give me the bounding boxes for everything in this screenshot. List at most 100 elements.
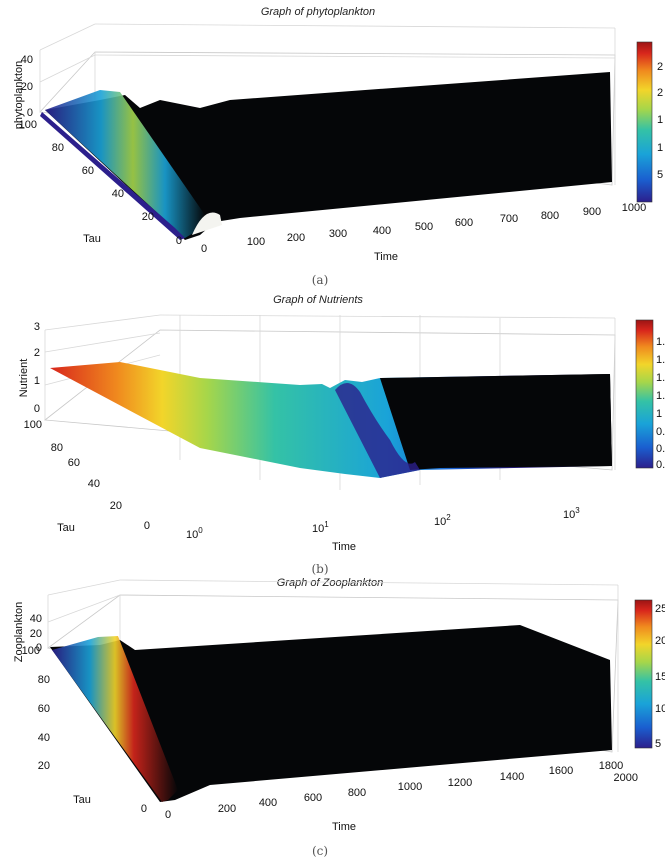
panel-b-ytick: 20 bbox=[110, 500, 122, 512]
panel-b-xaxis: 100 101 102 103 Time bbox=[186, 506, 580, 553]
panel-c-caption: (c) bbox=[312, 844, 328, 858]
panel-c-xtick: 0 bbox=[165, 809, 171, 821]
panel-a-ztick: 20 bbox=[21, 81, 33, 93]
panel-c-xaxis: 0 200 400 600 800 1000 1200 1400 1600 18… bbox=[165, 760, 638, 833]
panel-a-ztick: 40 bbox=[21, 54, 33, 66]
panel-c-ztick: 20 bbox=[30, 628, 42, 640]
panel-a-surface bbox=[40, 72, 612, 240]
panel-a-xtick: 600 bbox=[455, 217, 473, 229]
panel-b-ytick: 40 bbox=[88, 478, 100, 490]
panel-a-xtick: 100 bbox=[247, 236, 265, 248]
panel-b-zlabel: Nutrient bbox=[18, 359, 30, 398]
panel-c-ztick: 0 bbox=[36, 642, 42, 654]
panel-a-ytick: 100 bbox=[19, 119, 37, 131]
panel-c-xtick: 1600 bbox=[549, 765, 573, 777]
panel-c-cbtick: 10 bbox=[655, 703, 665, 715]
panel-c-ytick: 20 bbox=[38, 760, 50, 772]
panel-b-surface bbox=[50, 362, 612, 478]
panel-a-title: Graph of phytoplankton bbox=[261, 6, 375, 18]
panel-b-ytick: 100 bbox=[24, 419, 42, 431]
panel-c-xtick: 1200 bbox=[448, 777, 472, 789]
panel-a-xtick: 200 bbox=[287, 232, 305, 244]
panel-a-ylabel: Tau bbox=[83, 233, 101, 245]
panel-c-cbtick: 25 bbox=[655, 603, 665, 615]
panel-b-ztick: 0 bbox=[34, 403, 40, 415]
panel-a-xtick: 0 bbox=[201, 243, 207, 255]
panel-b-xtick: 100 bbox=[186, 526, 203, 541]
panel-b-cbtick: 0. bbox=[656, 426, 665, 438]
panel-a-cbtick: 1 bbox=[657, 114, 663, 126]
panel-a-xtick: 400 bbox=[373, 225, 391, 237]
panel-c-xlabel: Time bbox=[332, 821, 356, 833]
panel-b-xtick: 101 bbox=[312, 520, 329, 535]
panel-c-ylabel: Tau bbox=[73, 794, 91, 806]
panel-a-ytick: 80 bbox=[52, 142, 64, 154]
panel-a-zaxis: 40 20 0 phytoplankton bbox=[13, 54, 33, 129]
panel-c-xtick: 1800 bbox=[599, 760, 623, 772]
panel-a-ytick: 0 bbox=[176, 235, 182, 247]
panel-b-cbtick: 1. bbox=[656, 372, 665, 384]
panel-c-xtick: 1400 bbox=[500, 771, 524, 783]
panel-a-colorbar: 2 2 1 1 5 bbox=[636, 41, 663, 203]
panel-c-zlabel: Zooplankton bbox=[13, 602, 25, 663]
panel-a-baseline bbox=[40, 112, 185, 240]
panel-c-ytick: 60 bbox=[38, 703, 50, 715]
panel-c-surface-main bbox=[50, 625, 612, 802]
panel-a-zlabel: phytoplankton bbox=[13, 61, 25, 130]
panel-c-title: Graph of Zooplankton bbox=[277, 577, 383, 589]
panel-c-colorbar-bar bbox=[634, 599, 653, 749]
panel-a-caption: (a) bbox=[312, 273, 329, 287]
panel-a-yaxis: 100 80 60 40 20 0 Tau bbox=[19, 119, 182, 247]
panel-a-ytick: 60 bbox=[82, 165, 94, 177]
panel-c: Graph of Zooplankton 40 20 0 Zooplankton… bbox=[13, 577, 665, 858]
panel-c-xtick: 600 bbox=[304, 792, 322, 804]
panel-c-ytick: 0 bbox=[141, 803, 147, 815]
panel-c-zaxis: 40 20 0 Zooplankton bbox=[13, 602, 42, 663]
panel-a-cbtick: 2 bbox=[657, 87, 663, 99]
panel-b-xlabel: Time bbox=[332, 541, 356, 553]
panel-b-ridge bbox=[335, 382, 420, 478]
panel-a-xtick: 1000 bbox=[622, 202, 646, 214]
panel-b-cbtick: 0. bbox=[656, 459, 665, 471]
panel-b-ztick: 3 bbox=[34, 321, 40, 333]
panel-b-cbtick: 1. bbox=[656, 336, 665, 348]
panel-c-ztick: 40 bbox=[30, 613, 42, 625]
panel-a-xtick: 700 bbox=[500, 213, 518, 225]
panel-c-cbtick: 20 bbox=[655, 635, 665, 647]
panel-b-zaxis: 3 2 1 0 Nutrient bbox=[18, 321, 40, 415]
panel-a: Graph of phytoplankton 40 20 0 phytoplan… bbox=[13, 6, 663, 287]
panel-b-ytick: 0 bbox=[144, 520, 150, 532]
panel-c-ytick: 100 bbox=[22, 645, 40, 657]
panel-b-ztick: 1 bbox=[34, 375, 40, 387]
panel-b-xtick: 103 bbox=[563, 506, 580, 521]
panel-a-xlabel: Time bbox=[374, 251, 398, 263]
panel-a-ridge bbox=[45, 90, 205, 238]
panel-a-xtick: 300 bbox=[329, 228, 347, 240]
panel-c-ridge bbox=[52, 636, 178, 802]
panel-a-ztick: 0 bbox=[27, 107, 33, 119]
panel-a-cbtick: 2 bbox=[657, 61, 663, 73]
panel-c-yaxis: 100 80 60 40 20 0 Tau bbox=[22, 645, 147, 815]
panel-b-xtick: 102 bbox=[434, 513, 451, 528]
panel-b-caption: (b) bbox=[311, 562, 328, 576]
panel-c-xtick: 200 bbox=[218, 803, 236, 815]
panel-b-ztick: 2 bbox=[34, 347, 40, 359]
panel-c-xtick: 1000 bbox=[398, 781, 422, 793]
panel-c-ytick: 80 bbox=[38, 674, 50, 686]
panel-b-ylabel: Tau bbox=[57, 522, 75, 534]
panel-c-colorbar: 25 20 15 10 5 bbox=[634, 599, 665, 750]
panel-b-colorbar-bar bbox=[635, 319, 654, 469]
panel-b-title: Graph of Nutrients bbox=[273, 294, 363, 306]
panel-a-xtick: 900 bbox=[583, 206, 601, 218]
panel-b-cbtick: 0. bbox=[656, 443, 665, 455]
panel-b-ytick: 80 bbox=[51, 442, 63, 454]
panel-c-cbtick: 5 bbox=[655, 738, 661, 750]
panel-b: Graph of Nutrients 3 2 1 0 Nutrient bbox=[18, 294, 665, 576]
panel-a-cbtick: 5 bbox=[657, 169, 663, 181]
panel-c-xtick: 2000 bbox=[614, 772, 638, 784]
panel-c-surface bbox=[50, 625, 612, 802]
panel-b-cbtick: 1 bbox=[656, 408, 662, 420]
panel-b-surface-dark bbox=[380, 374, 612, 470]
panel-c-xtick: 400 bbox=[259, 797, 277, 809]
panel-b-cbtick: 1. bbox=[656, 354, 665, 366]
